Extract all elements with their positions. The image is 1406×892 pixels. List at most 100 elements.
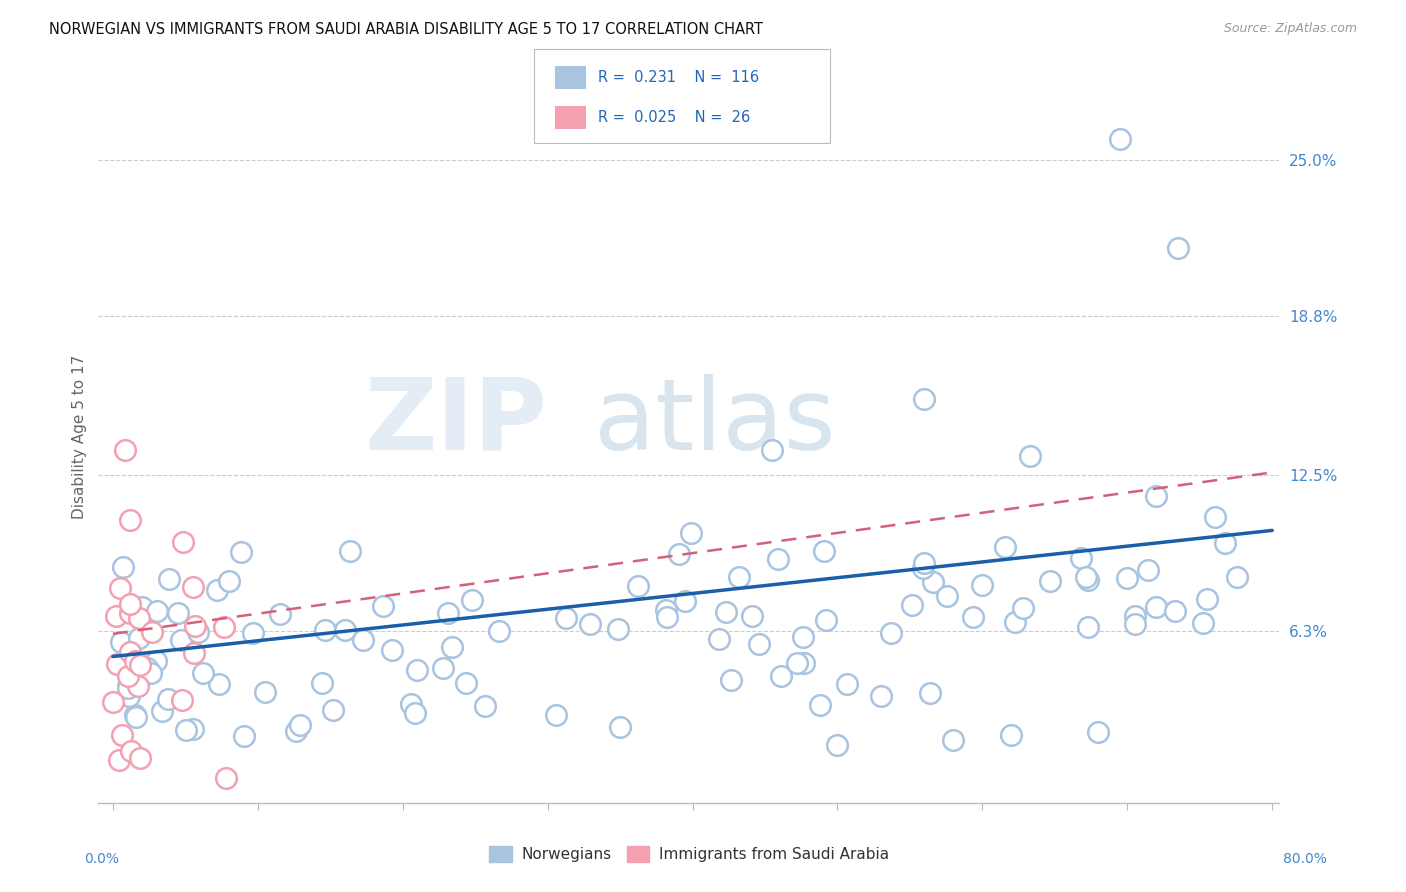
Point [792,630,814,644]
Point [880,625,903,640]
Point [1144,600,1167,615]
Point [120,743,142,757]
Point [112,560,135,574]
Point [229,545,252,559]
Point [181,580,204,594]
Point [808,698,831,713]
Point [184,619,207,633]
Point [207,582,229,597]
Point [405,664,427,678]
Point [157,692,180,706]
Point [117,668,139,682]
Point [1195,591,1218,606]
Point [918,686,941,700]
Point [1225,570,1247,584]
Point [579,617,602,632]
Point [124,707,146,722]
Point [118,673,141,688]
Point [110,728,132,742]
Point [405,706,427,721]
Point [120,513,142,527]
Point [1123,609,1146,624]
Point [437,606,460,620]
Point [1115,571,1137,585]
Point [146,604,169,618]
Point [912,392,935,407]
Point [314,624,336,638]
Point [1109,132,1132,146]
Point [212,620,235,634]
Point [1012,600,1035,615]
Point [748,637,770,651]
Point [117,681,139,696]
Point [914,557,936,571]
Point [793,656,815,670]
Point [1019,449,1042,463]
Point [103,695,125,709]
Point [786,657,808,671]
Point [727,569,749,583]
Point [141,625,163,640]
Point [108,582,131,596]
Point [380,642,402,657]
Point [118,606,141,620]
Point [128,611,150,625]
Point [127,679,149,693]
Point [150,704,173,718]
Point [172,693,194,707]
Point [1077,573,1099,587]
Point [1123,616,1146,631]
Point [827,738,849,752]
Point [901,598,924,612]
Point [911,560,934,574]
Point [104,609,127,624]
Point [766,551,789,566]
Text: NORWEGIAN VS IMMIGRANTS FROM SAUDI ARABIA DISABILITY AGE 5 TO 17 CORRELATION CHA: NORWEGIAN VS IMMIGRANTS FROM SAUDI ARABI… [49,22,763,37]
Point [124,654,146,668]
Point [114,442,136,457]
Point [172,535,194,549]
Point [373,599,395,613]
Point [117,679,139,693]
Point [657,610,679,624]
Point [128,632,150,646]
Point [1167,241,1189,255]
Point [942,732,965,747]
Point [254,685,277,699]
Point [673,594,696,608]
Point [181,722,204,736]
Point [139,666,162,681]
Point [105,657,128,671]
Point [970,578,993,592]
Point [761,442,783,457]
Point [107,753,129,767]
Point [870,689,893,703]
Point [668,548,690,562]
Point [546,708,568,723]
Point [339,543,361,558]
Point [145,654,167,668]
Point [335,623,357,637]
Point [135,660,157,674]
Point [131,600,153,615]
Point [720,673,742,688]
Point [167,606,190,620]
Y-axis label: Disability Age 5 to 17: Disability Age 5 to 17 [72,355,87,519]
Point [1204,510,1226,524]
Point [120,597,142,611]
Point [921,575,943,590]
Point [1077,620,1099,634]
Point [118,689,141,703]
Point [1004,615,1026,629]
Point [191,665,214,680]
Point [769,669,792,683]
Point [1164,604,1187,618]
Point [352,633,374,648]
Point [322,703,344,717]
Point [1137,563,1160,577]
Point [1070,551,1092,566]
Point [461,592,484,607]
Text: Source: ZipAtlas.com: Source: ZipAtlas.com [1223,22,1357,36]
Point [1087,725,1109,739]
Point [124,710,146,724]
